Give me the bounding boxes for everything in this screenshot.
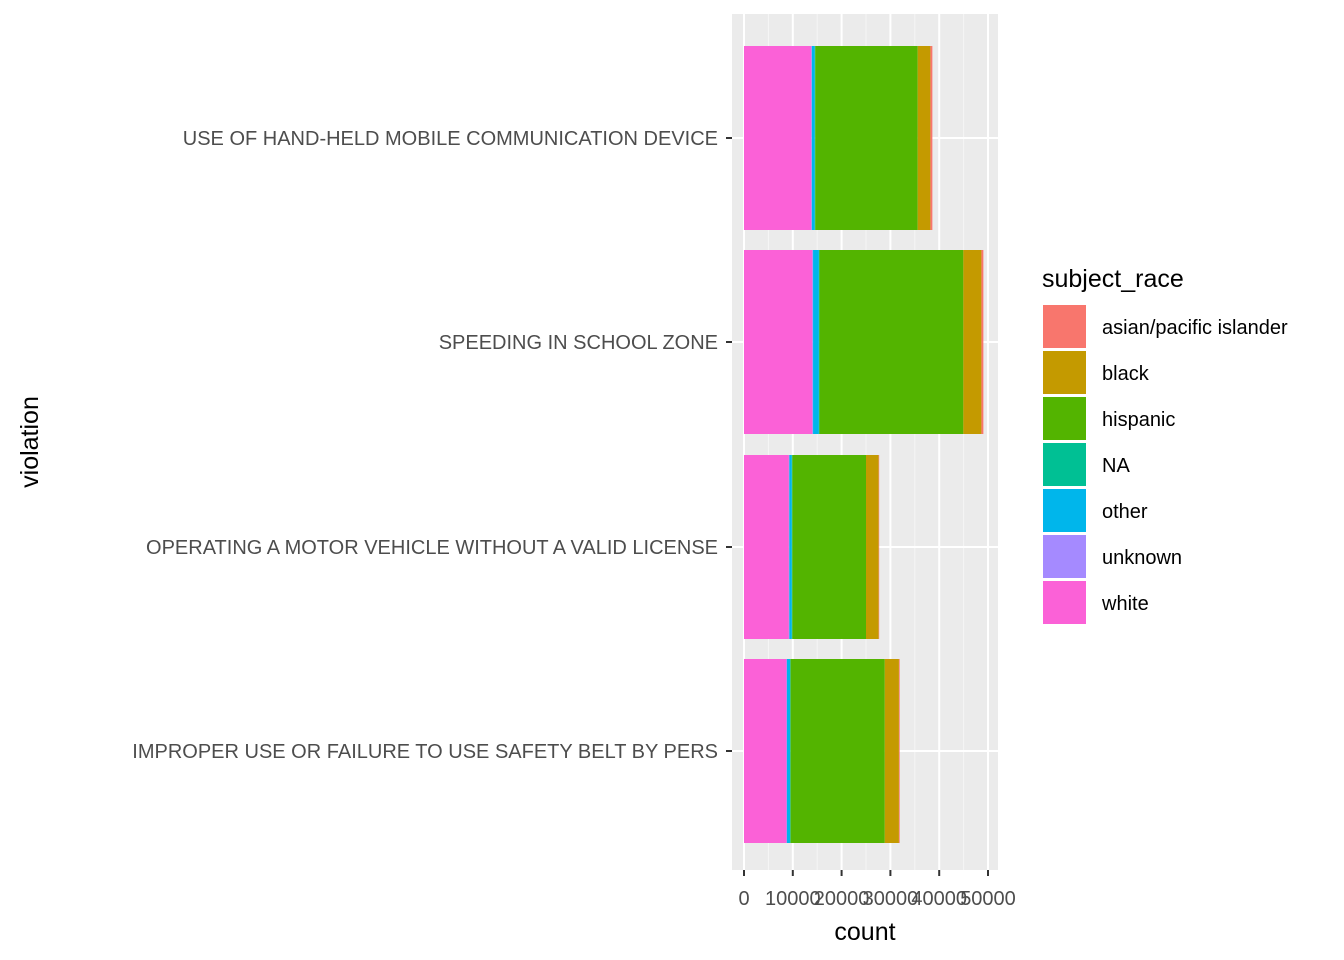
legend-swatch	[1043, 305, 1086, 348]
legend: subject_race asian/pacific islander black…	[1042, 265, 1288, 624]
legend-swatch	[1043, 535, 1086, 578]
bar-segment-asian-pacific-islander	[930, 46, 933, 230]
x-tick-label: 10000	[765, 888, 821, 910]
bar-segment-hispanic	[792, 455, 866, 639]
bar-segment-white	[744, 455, 789, 639]
y-axis-title: violation	[16, 396, 44, 488]
x-tick-label: 50000	[960, 888, 1016, 910]
bar-segment-black	[917, 46, 931, 230]
legend-label: white	[1101, 593, 1149, 615]
x-axis-title: count	[834, 918, 895, 946]
x-tick-label: 20000	[814, 888, 870, 910]
y-axis: USE OF HAND-HELD MOBILE COMMUNICATION DE…	[132, 128, 732, 763]
bars	[744, 46, 984, 843]
legend-label: asian/pacific islander	[1102, 317, 1288, 339]
y-tick-label: USE OF HAND-HELD MOBILE COMMUNICATION DE…	[183, 128, 718, 150]
bar-segment-other	[786, 659, 791, 843]
bar-segment-black	[884, 659, 899, 843]
legend-label: black	[1102, 363, 1150, 385]
legend-label: NA	[1102, 455, 1130, 477]
bar-segment-black	[963, 250, 982, 434]
x-tick-label: 0	[738, 888, 749, 910]
y-tick-label: IMPROPER USE OR FAILURE TO USE SAFETY BE…	[132, 741, 718, 763]
legend-label: hispanic	[1102, 409, 1175, 431]
legend-swatch	[1043, 443, 1086, 486]
bar-segment-other	[813, 250, 819, 434]
bar-segment-hispanic	[790, 659, 885, 843]
legend-swatch	[1043, 397, 1086, 440]
bar-segment-black	[866, 455, 879, 639]
bar-segment-asian-pacific-islander	[898, 659, 900, 843]
bar-segment-other	[811, 46, 815, 230]
bar-segment-hispanic	[815, 46, 918, 230]
legend-swatch	[1043, 581, 1086, 624]
x-tick-label: 30000	[863, 888, 919, 910]
x-tick-label: 40000	[911, 888, 967, 910]
bar-segment-white	[744, 250, 813, 434]
bar-segment-other	[789, 455, 792, 639]
y-tick-label: SPEEDING IN SCHOOL ZONE	[439, 332, 718, 354]
bar-segment-asian-pacific-islander	[981, 250, 984, 434]
bar-segment-white	[744, 46, 812, 230]
bar-segment-unknown	[812, 250, 814, 434]
legend-label: unknown	[1102, 547, 1182, 569]
bar-segment-hispanic	[819, 250, 964, 434]
legend-title: subject_race	[1042, 265, 1184, 293]
legend-swatch	[1043, 489, 1086, 532]
legend-swatch	[1043, 351, 1086, 394]
legend-label: other	[1102, 501, 1148, 523]
y-tick-label: OPERATING A MOTOR VEHICLE WITHOUT A VALI…	[146, 537, 718, 559]
bar-segment-white	[744, 659, 787, 843]
